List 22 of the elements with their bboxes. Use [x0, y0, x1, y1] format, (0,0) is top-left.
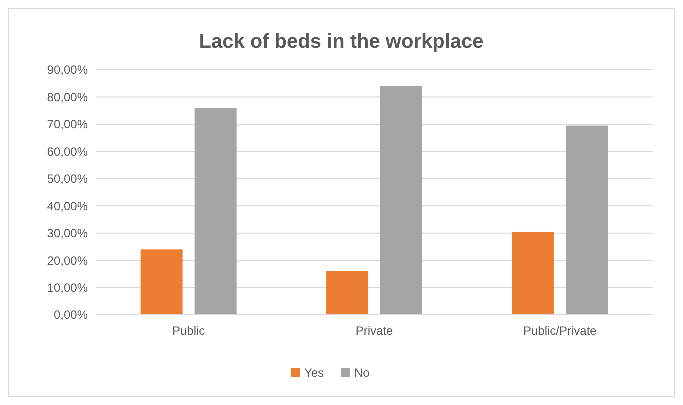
chart-title: Lack of beds in the workplace	[199, 31, 484, 53]
y-tick-label: 50,00%	[47, 172, 88, 186]
x-tick-label: Private	[356, 324, 394, 338]
x-tick-label: Public/Private	[523, 324, 598, 338]
x-tick-label: Public	[172, 324, 206, 338]
y-tick-label: 30,00%	[47, 226, 88, 241]
y-tick-label: 10,00%	[47, 280, 88, 295]
y-tick-label: 20,00%	[47, 254, 88, 268]
y-tick-label: 70,00%	[47, 118, 88, 132]
y-tick-label: 40,00%	[47, 199, 88, 214]
legend-label: Yes	[304, 366, 324, 380]
y-tick-label: 0,00%	[54, 308, 88, 322]
bar	[140, 250, 183, 315]
y-tick-label: 60,00%	[47, 144, 88, 159]
y-tick-label: 90,00%	[47, 63, 88, 78]
bar	[566, 126, 608, 315]
bar	[194, 108, 237, 315]
y-tick-label: 80,00%	[47, 90, 88, 104]
bar	[512, 232, 554, 315]
legend-label: No	[354, 366, 370, 380]
bar	[380, 86, 422, 315]
bar	[326, 271, 368, 315]
